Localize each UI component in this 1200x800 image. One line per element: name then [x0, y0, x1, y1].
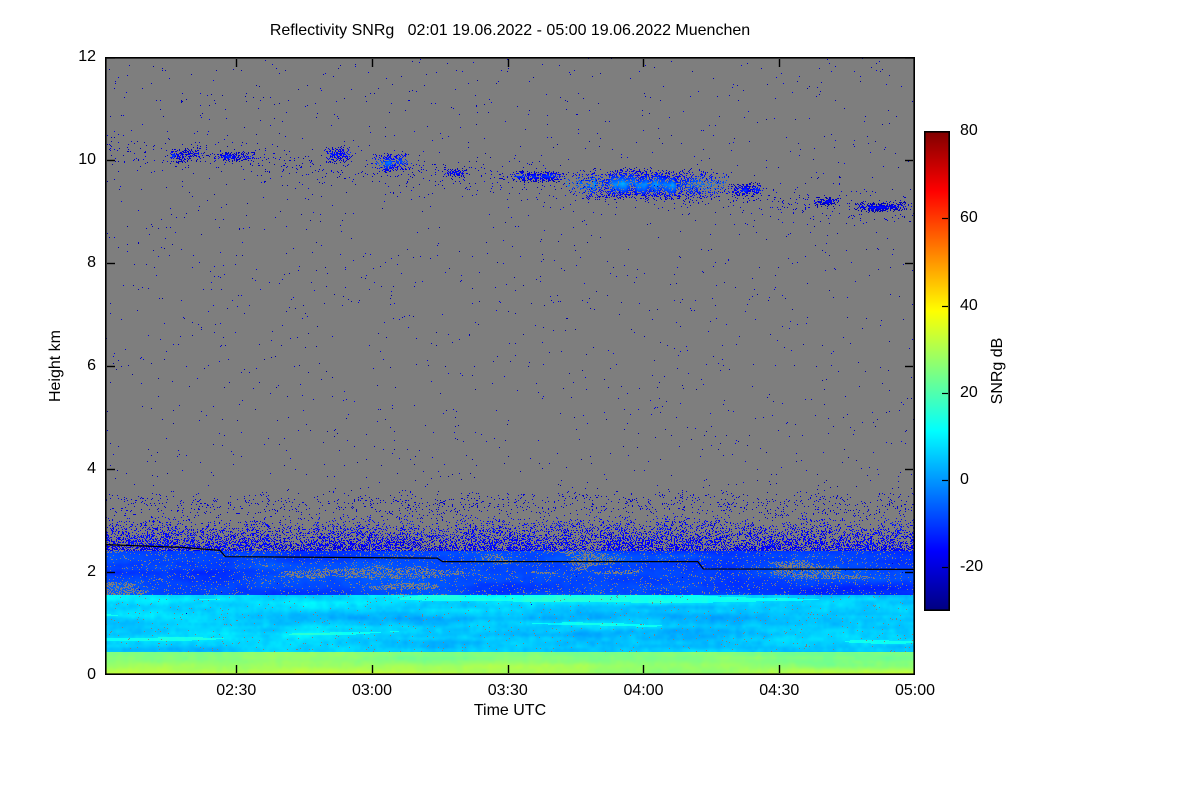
x-tick-label: 02:30 [216, 682, 257, 699]
colorbar-tick-label: 80 [960, 122, 978, 139]
x-tick-label: 03:00 [351, 682, 392, 699]
y-tick-label: 2 [87, 563, 96, 580]
colorbar-canvas [924, 131, 950, 611]
y-tick-label: 12 [78, 48, 96, 65]
x-tick-label: 03:30 [487, 682, 528, 699]
heatmap-canvas [105, 57, 915, 675]
y-tick-label: 8 [87, 254, 96, 271]
x-tick-label: 04:30 [759, 682, 800, 699]
y-tick-label: 10 [78, 151, 96, 168]
x-tick-label: 04:00 [623, 682, 664, 699]
y-tick-label: 0 [87, 666, 96, 683]
x-tick-label: 05:00 [894, 682, 936, 699]
y-axis-label: Height km [47, 329, 64, 403]
colorbar-tick-label: -20 [960, 558, 984, 576]
colorbar-label: SNRg dB [989, 337, 1006, 405]
colorbar-tick-label: 20 [960, 383, 978, 401]
chart-title: Reflectivity SNRg 02:01 19.06.2022 - 05:… [269, 22, 751, 39]
y-tick-label: 4 [87, 460, 96, 477]
colorbar-tick-label: 0 [960, 471, 969, 489]
y-tick-label: 6 [87, 357, 96, 374]
colorbar-tick-label: 60 [960, 209, 978, 227]
x-axis-label: Time UTC [473, 702, 547, 719]
colorbar-tick-label: 40 [960, 296, 978, 314]
